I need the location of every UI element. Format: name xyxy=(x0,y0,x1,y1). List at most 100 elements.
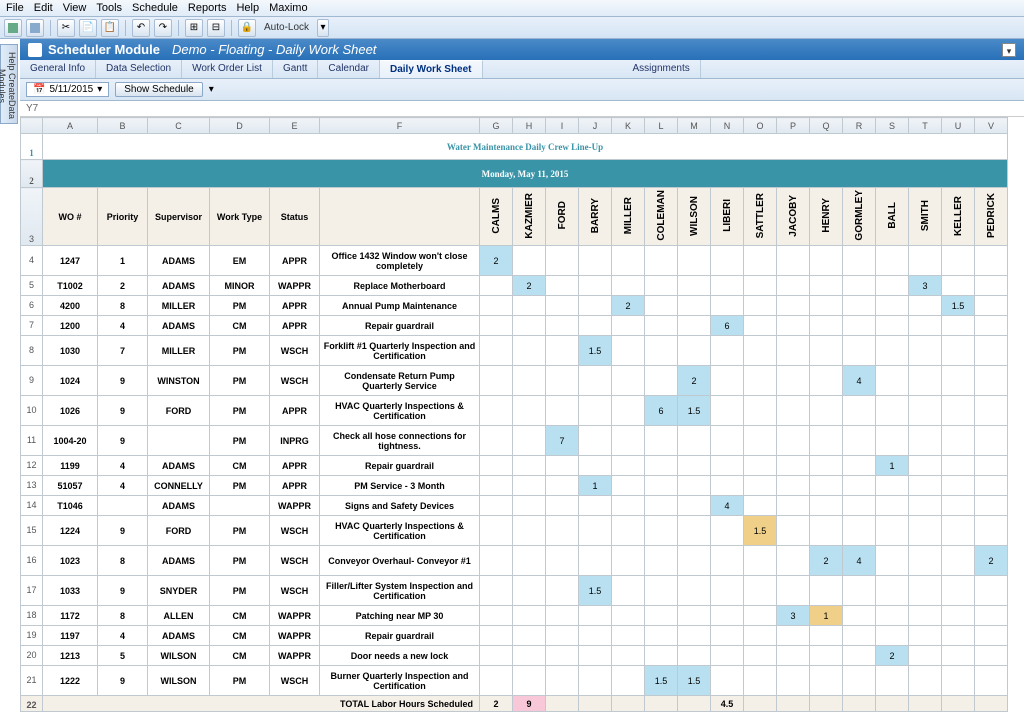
subtab-1[interactable]: Data Selection xyxy=(96,60,182,78)
cell-description[interactable]: Annual Pump Maintenance xyxy=(320,296,480,316)
crew-cell[interactable] xyxy=(975,516,1008,546)
cell-priority[interactable] xyxy=(98,496,148,516)
col-header[interactable]: S xyxy=(876,118,909,134)
row-num[interactable]: 17 xyxy=(21,576,43,606)
cell-description[interactable]: Replace Motherboard xyxy=(320,276,480,296)
crew-cell[interactable] xyxy=(480,576,513,606)
cell-description[interactable]: Office 1432 Window won't close completel… xyxy=(320,246,480,276)
cell-wo[interactable]: 1024 xyxy=(43,366,98,396)
crew-cell[interactable] xyxy=(843,606,876,626)
crew-cell[interactable] xyxy=(843,476,876,496)
crew-cell[interactable] xyxy=(678,516,711,546)
crew-cell[interactable] xyxy=(744,496,777,516)
crew-cell[interactable] xyxy=(579,546,612,576)
cell-priority[interactable]: 5 xyxy=(98,646,148,666)
crew-cell[interactable] xyxy=(843,276,876,296)
crew-cell[interactable]: 1 xyxy=(579,476,612,496)
crew-cell[interactable] xyxy=(612,516,645,546)
crew-cell[interactable] xyxy=(975,606,1008,626)
crew-cell[interactable] xyxy=(975,426,1008,456)
crew-cell[interactable] xyxy=(777,546,810,576)
crew-cell[interactable]: 1.5 xyxy=(942,296,975,316)
crew-cell[interactable] xyxy=(546,626,579,646)
menu-file[interactable]: File xyxy=(6,2,24,14)
cell-status[interactable]: APPR xyxy=(270,396,320,426)
crew-cell[interactable] xyxy=(480,316,513,336)
cell-wo[interactable]: 1200 xyxy=(43,316,98,336)
show-schedule-button[interactable]: Show Schedule xyxy=(115,82,203,97)
cell-worktype[interactable]: PM xyxy=(210,296,270,316)
menu-maximo[interactable]: Maximo xyxy=(269,2,308,14)
crew-cell[interactable] xyxy=(810,516,843,546)
cell-supervisor[interactable]: MILLER xyxy=(148,336,210,366)
crew-cell[interactable] xyxy=(744,546,777,576)
totals-cell[interactable] xyxy=(777,696,810,712)
crew-cell[interactable] xyxy=(546,366,579,396)
subtab-3[interactable]: Gantt xyxy=(273,60,318,78)
crew-cell[interactable]: 3 xyxy=(909,276,942,296)
col-header[interactable]: B xyxy=(98,118,148,134)
subtab-5[interactable]: Daily Work Sheet xyxy=(380,60,483,78)
crew-cell[interactable] xyxy=(909,606,942,626)
crew-cell[interactable] xyxy=(480,276,513,296)
crew-cell[interactable] xyxy=(942,626,975,646)
cell-status[interactable]: WSCH xyxy=(270,666,320,696)
row-num[interactable]: 3 xyxy=(21,188,43,246)
crew-cell[interactable] xyxy=(909,316,942,336)
crew-cell[interactable] xyxy=(777,646,810,666)
crew-cell[interactable] xyxy=(480,646,513,666)
toolbar-btn-6[interactable]: ↶ xyxy=(132,19,150,37)
crew-cell[interactable] xyxy=(645,246,678,276)
crew-cell[interactable] xyxy=(942,666,975,696)
crew-cell[interactable] xyxy=(975,496,1008,516)
cell-supervisor[interactable]: ADAMS xyxy=(148,246,210,276)
schedule-dropdown-icon[interactable]: ▾ xyxy=(209,84,214,95)
crew-cell[interactable] xyxy=(678,316,711,336)
crew-cell[interactable]: 4 xyxy=(711,496,744,516)
cell-status[interactable]: APPR xyxy=(270,476,320,496)
cell-priority[interactable]: 8 xyxy=(98,606,148,626)
row-num[interactable]: 22 xyxy=(21,696,43,712)
crew-cell[interactable] xyxy=(711,606,744,626)
totals-cell[interactable] xyxy=(975,696,1008,712)
crew-cell[interactable] xyxy=(612,336,645,366)
crew-cell[interactable] xyxy=(777,496,810,516)
crew-cell[interactable] xyxy=(876,516,909,546)
cell-description[interactable]: Filler/Lifter System Inspection and Cert… xyxy=(320,576,480,606)
module-dropdown[interactable]: ▾ xyxy=(1002,43,1016,57)
crew-cell[interactable] xyxy=(810,476,843,496)
toolbar-btn-9[interactable]: ⊟ xyxy=(207,19,225,37)
crew-cell[interactable]: 2 xyxy=(678,366,711,396)
cell-status[interactable]: WAPPR xyxy=(270,606,320,626)
crew-cell[interactable] xyxy=(810,336,843,366)
crew-cell[interactable] xyxy=(909,476,942,496)
crew-cell[interactable] xyxy=(612,476,645,496)
col-header[interactable]: C xyxy=(148,118,210,134)
crew-cell[interactable] xyxy=(942,476,975,496)
row-num[interactable]: 7 xyxy=(21,316,43,336)
crew-cell[interactable] xyxy=(546,606,579,626)
crew-cell[interactable]: 4 xyxy=(843,366,876,396)
col-header[interactable]: Q xyxy=(810,118,843,134)
crew-cell[interactable]: 2 xyxy=(810,546,843,576)
cell-supervisor[interactable]: ALLEN xyxy=(148,606,210,626)
crew-cell[interactable] xyxy=(678,296,711,316)
cell-worktype[interactable]: CM xyxy=(210,606,270,626)
spreadsheet[interactable]: ABCDEFGHIJKLMNOPQRSTUV1Water Maintenance… xyxy=(20,117,1024,712)
col-header[interactable] xyxy=(21,118,43,134)
crew-cell[interactable] xyxy=(744,246,777,276)
crew-cell[interactable] xyxy=(612,396,645,426)
col-header[interactable]: G xyxy=(480,118,513,134)
crew-cell[interactable] xyxy=(975,576,1008,606)
cell-worktype[interactable]: CM xyxy=(210,316,270,336)
crew-cell[interactable] xyxy=(777,396,810,426)
crew-cell[interactable] xyxy=(843,426,876,456)
crew-cell[interactable]: 7 xyxy=(546,426,579,456)
crew-cell[interactable] xyxy=(876,666,909,696)
cell-wo[interactable]: T1046 xyxy=(43,496,98,516)
cell-status[interactable]: APPR xyxy=(270,316,320,336)
crew-cell[interactable] xyxy=(942,496,975,516)
subtab-2[interactable]: Work Order List xyxy=(182,60,273,78)
crew-cell[interactable] xyxy=(810,246,843,276)
crew-cell[interactable] xyxy=(777,426,810,456)
